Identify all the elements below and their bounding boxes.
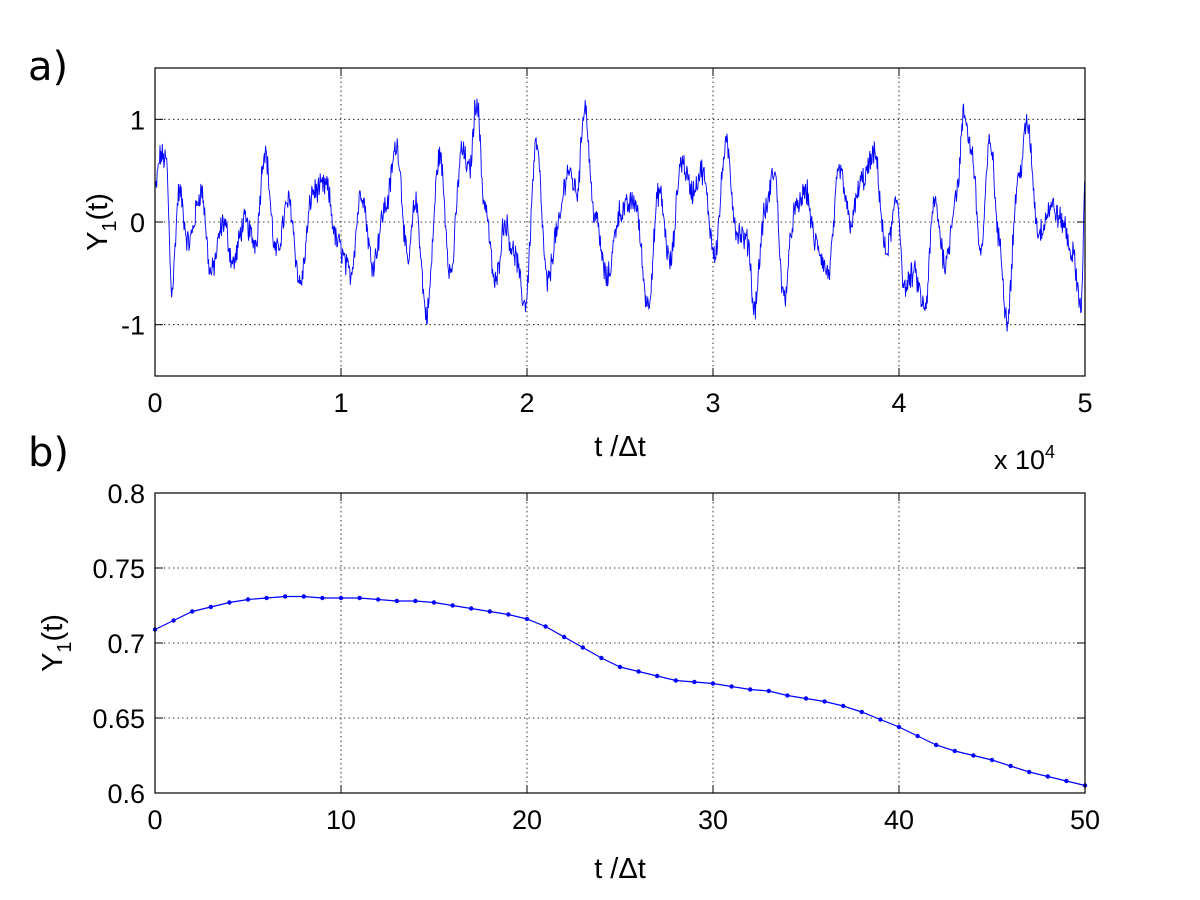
panel-a-xlabel: t /Δt — [594, 431, 646, 463]
panel-b-data-point — [394, 598, 399, 604]
panel-b-xtick-label: 50 — [1070, 805, 1100, 835]
panel-b-data-point — [562, 634, 567, 640]
panel-b-data-point — [692, 679, 697, 685]
panel-b-data-point — [506, 612, 511, 617]
panel-b-ytick-label: 0.8 — [107, 479, 145, 509]
panel-a-ylabel-main: Y — [82, 232, 114, 251]
panel-b-data-point — [469, 606, 474, 611]
panel-b-data-point — [450, 603, 455, 608]
panel-b-data-point — [301, 594, 306, 599]
panel-b-data-point — [357, 595, 362, 601]
panel-a-xlabel-symbol: Δt — [618, 431, 645, 463]
panel-b-xlabel-text: t / — [594, 853, 619, 885]
panel-b-data-point — [543, 624, 548, 629]
panel-b-grid — [155, 493, 1085, 793]
panel-b-data-point — [915, 733, 920, 739]
panel-a-xtick-label: 4 — [891, 388, 906, 418]
panel-a-xlabel-text: t / — [594, 431, 619, 463]
panel-b: b) 0 10 20 30 40 500.80.750.70.650.6 t /Δt Y1… — [28, 430, 1100, 885]
panel-b-ylabel-subscript: 1 — [54, 641, 76, 652]
panel-b-data-point — [785, 693, 790, 698]
panel-b-ylabel: Y1(t) — [37, 614, 76, 672]
panel-b-data-point — [952, 748, 957, 754]
panel-b-series — [152, 594, 1088, 788]
panel-b-data-point — [710, 681, 716, 686]
panel-a-ytick-label: 1 — [130, 105, 145, 135]
panel-b-data-point — [617, 664, 623, 670]
panel-b-data-point — [896, 724, 902, 730]
panel-a-x-multiplier-exponent: 4 — [1045, 442, 1055, 462]
panel-b-ylabel-post: (t) — [37, 614, 69, 641]
panel-a-x-multiplier: x 104 — [994, 442, 1055, 475]
panel-b-label: b) — [28, 430, 69, 476]
panel-a-x-multiplier-base: x 10 — [994, 445, 1045, 475]
panel-b-data-point — [748, 687, 753, 692]
panel-a: a) 0 1 2 3 4 510-1 t /Δt Y1(t) x 104 — [28, 44, 1093, 475]
panel-a-xtick-label: 2 — [519, 388, 534, 418]
panel-b-data-point — [208, 604, 213, 610]
panel-b-data-point — [971, 753, 976, 758]
panel-b-data-point — [1064, 778, 1069, 784]
panel-b-data-point — [803, 696, 809, 701]
panel-b-data-point — [264, 595, 269, 601]
panel-b-data-point — [283, 594, 288, 599]
panel-b-data-point — [989, 757, 995, 763]
panel-a-ylabel: Y1(t) — [82, 193, 121, 251]
panel-b-data-point — [227, 600, 232, 605]
panel-b-xtick-label: 20 — [512, 805, 542, 835]
panel-b-data-point — [487, 609, 492, 614]
panel-b-data-point — [190, 609, 195, 614]
panel-a-label: a) — [28, 44, 68, 90]
panel-a-ytick-label: 0 — [130, 208, 145, 238]
panel-b-ticks: 0 10 20 30 40 50 0.8 0.75 0.7 0.65 0.6 — [92, 479, 1100, 835]
panel-a-xtick-label: 1 — [333, 388, 348, 418]
panel-b-data-point — [878, 717, 883, 722]
panel-b-xtick-label: 30 — [698, 805, 728, 835]
panel-a-xtick-label: 3 — [705, 388, 720, 418]
panel-b-ytick-label: 0.6 — [107, 779, 145, 809]
panel-b-xlabel: t /Δt — [594, 853, 646, 885]
panel-b-data-point — [320, 595, 325, 601]
panel-a-ticks: 0 1 2 3 4 5 1 0 -1 — [121, 68, 1093, 418]
panel-b-data-point — [1045, 774, 1051, 779]
panel-a-xtick-label: 0 — [147, 388, 162, 418]
panel-b-data-point — [859, 709, 864, 715]
panel-b-data-point — [580, 645, 585, 650]
panel-b-data-point — [841, 703, 846, 709]
panel-b-data-point — [673, 678, 678, 683]
panel-b-data-point — [599, 655, 604, 661]
panel-b-xtick-label: 0 — [147, 805, 162, 835]
panel-b-xtick-label: 10 — [326, 805, 356, 835]
panel-b-ytick-label: 0.75 — [92, 554, 145, 584]
panel-b-data-point — [729, 684, 734, 689]
panel-b-ylabel-main: Y — [37, 653, 69, 672]
panel-a-xtick-label: 5 — [1077, 388, 1092, 418]
panel-b-data-point — [376, 597, 381, 602]
panel-a-ylabel-subscript: 1 — [99, 220, 121, 231]
panel-b-data-point — [431, 600, 437, 605]
panel-b-data-point — [338, 595, 344, 601]
panel-b-xtick-label: 40 — [884, 805, 914, 835]
panel-b-xlabel-symbol: Δt — [618, 853, 645, 885]
panel-b-data-point — [822, 699, 827, 704]
panel-b-data-point — [1027, 769, 1032, 775]
panel-a-ytick-label: -1 — [121, 311, 145, 341]
panel-a-ylabel-post: (t) — [82, 193, 114, 220]
panel-b-data-point — [1008, 763, 1013, 769]
panel-a-grid — [155, 68, 1085, 376]
panel-b-data-point — [413, 598, 418, 604]
panel-b-data-point — [636, 669, 641, 674]
panel-b-ytick-label: 0.7 — [107, 629, 145, 659]
panel-b-data-point — [171, 618, 176, 623]
panel-b-data-point — [524, 616, 530, 622]
panel-b-data-point — [655, 673, 660, 679]
panel-a-series-line — [154, 98, 1086, 332]
panel-b-data-point — [245, 597, 251, 602]
panel-b-data-point — [766, 688, 771, 694]
panel-b-ytick-label: 0.65 — [92, 704, 145, 734]
panel-b-data-point — [934, 742, 939, 748]
panel-a-series — [154, 98, 1086, 332]
